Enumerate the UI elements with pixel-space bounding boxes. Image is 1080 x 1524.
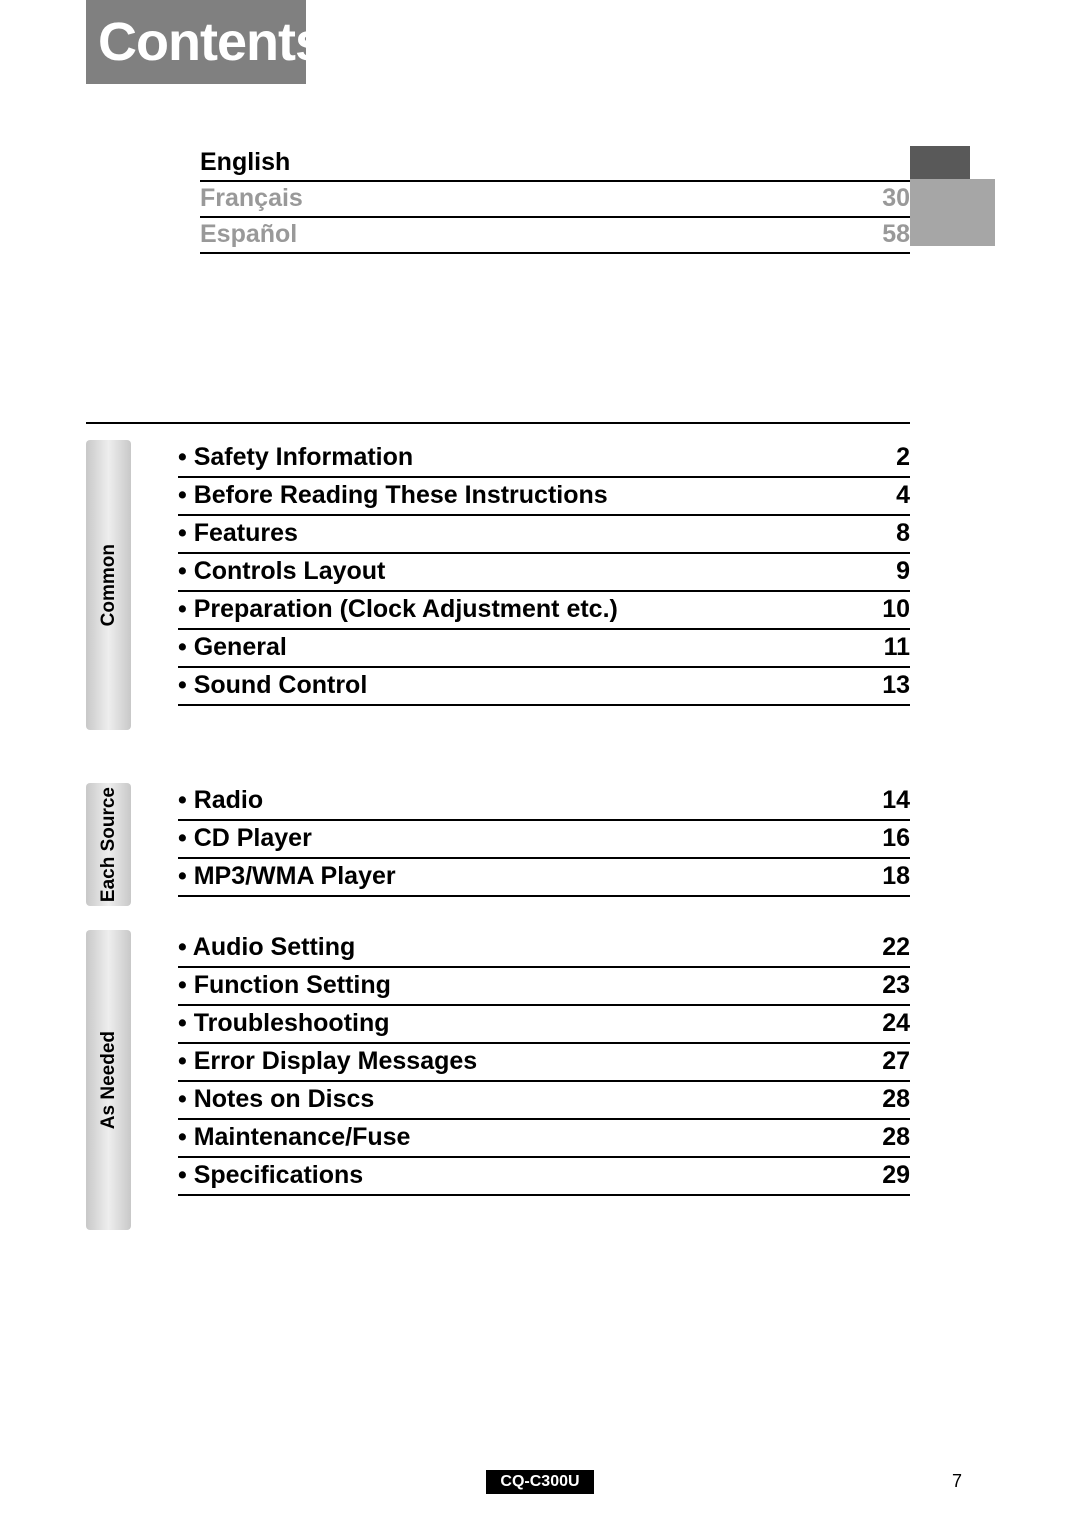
lang-english-label: English — [200, 148, 290, 177]
toc-row[interactable]: Before Reading These Instructions 4 — [178, 478, 910, 516]
tab-as-needed-label: As Needed — [98, 1031, 120, 1129]
toc-title: Notes on Discs — [178, 1085, 374, 1114]
toc-page: 8 — [896, 519, 910, 548]
toc-page: 2 — [896, 443, 910, 472]
toc-row[interactable]: Notes on Discs 28 — [178, 1082, 910, 1120]
toc-title: Maintenance/Fuse — [178, 1123, 410, 1152]
contents-title-bar: Contents — [86, 0, 306, 84]
page-number: 7 — [952, 1471, 962, 1492]
toc-row[interactable]: MP3/WMA Player 18 — [178, 859, 910, 897]
toc-page: 13 — [882, 671, 910, 700]
toc-row[interactable]: Function Setting 23 — [178, 968, 910, 1006]
toc-title: Error Display Messages — [178, 1047, 477, 1076]
tab-common-label: Common — [98, 544, 120, 626]
toc-row[interactable]: Controls Layout 9 — [178, 554, 910, 592]
edge-tab-3 — [910, 213, 995, 246]
toc-row[interactable]: Error Display Messages 27 — [178, 1044, 910, 1082]
edge-tab-current — [910, 146, 970, 179]
toc-page: 14 — [882, 786, 910, 815]
lang-spanish-row[interactable]: Español 58 — [200, 218, 910, 254]
toc-as-needed: Audio Setting 22 Function Setting 23 Tro… — [178, 930, 910, 1196]
tab-as-needed: As Needed — [86, 930, 131, 1230]
toc-title: Safety Information — [178, 443, 413, 472]
toc-title: Before Reading These Instructions — [178, 481, 608, 510]
toc-common: Safety Information 2 Before Reading Thes… — [178, 440, 910, 706]
toc-title: Controls Layout — [178, 557, 385, 586]
tab-common: Common — [86, 440, 131, 730]
tab-each-source-label: Each Source — [98, 787, 120, 902]
language-selector: English Français 30 Español 58 — [200, 146, 910, 254]
toc-page: 28 — [882, 1085, 910, 1114]
tab-each-source: Each Source — [86, 783, 131, 906]
toc-row[interactable]: Radio 14 — [178, 783, 910, 821]
model-badge: CQ-C300U — [486, 1470, 593, 1494]
lang-english-row[interactable]: English — [200, 146, 910, 182]
toc-row[interactable]: Preparation (Clock Adjustment etc.) 10 — [178, 592, 910, 630]
toc-row[interactable]: General 11 — [178, 630, 910, 668]
toc-row[interactable]: CD Player 16 — [178, 821, 910, 859]
lang-french-label: Français — [200, 184, 303, 213]
toc-title: Function Setting — [178, 971, 391, 1000]
toc-title: Specifications — [178, 1161, 363, 1190]
lang-french-page: 30 — [882, 184, 910, 213]
toc-page: 27 — [882, 1047, 910, 1076]
lang-french-row[interactable]: Français 30 — [200, 182, 910, 218]
toc-page: 22 — [882, 933, 910, 962]
toc-row[interactable]: Troubleshooting 24 — [178, 1006, 910, 1044]
toc-title: Radio — [178, 786, 263, 815]
toc-row[interactable]: Audio Setting 22 — [178, 930, 910, 968]
section-divider — [86, 422, 910, 424]
lang-spanish-page: 58 — [882, 220, 910, 249]
toc-title: Troubleshooting — [178, 1009, 390, 1038]
toc-page: 18 — [882, 862, 910, 891]
contents-title: Contents — [98, 11, 324, 73]
toc-page: 10 — [882, 595, 910, 624]
toc-title: Features — [178, 519, 298, 548]
toc-page: 9 — [896, 557, 910, 586]
toc-row[interactable]: Safety Information 2 — [178, 440, 910, 478]
toc-page: 24 — [882, 1009, 910, 1038]
edge-tab-2 — [910, 179, 995, 213]
toc-page: 23 — [882, 971, 910, 1000]
toc-row[interactable]: Features 8 — [178, 516, 910, 554]
toc-row[interactable]: Sound Control 13 — [178, 668, 910, 706]
toc-title: General — [178, 633, 287, 662]
toc-page: 28 — [882, 1123, 910, 1152]
toc-page: 16 — [882, 824, 910, 853]
toc-title: CD Player — [178, 824, 312, 853]
toc-title: Sound Control — [178, 671, 367, 700]
toc-row[interactable]: Maintenance/Fuse 28 — [178, 1120, 910, 1158]
toc-page: 11 — [884, 633, 910, 662]
toc-page: 4 — [896, 481, 910, 510]
toc-title: MP3/WMA Player — [178, 862, 396, 891]
page-footer: CQ-C300U 7 — [0, 1470, 1080, 1494]
toc-title: Audio Setting — [178, 933, 355, 962]
lang-spanish-label: Español — [200, 220, 297, 249]
toc-each-source: Radio 14 CD Player 16 MP3/WMA Player 18 — [178, 783, 910, 897]
toc-row[interactable]: Specifications 29 — [178, 1158, 910, 1196]
toc-page: 29 — [882, 1161, 910, 1190]
toc-title: Preparation (Clock Adjustment etc.) — [178, 595, 618, 624]
